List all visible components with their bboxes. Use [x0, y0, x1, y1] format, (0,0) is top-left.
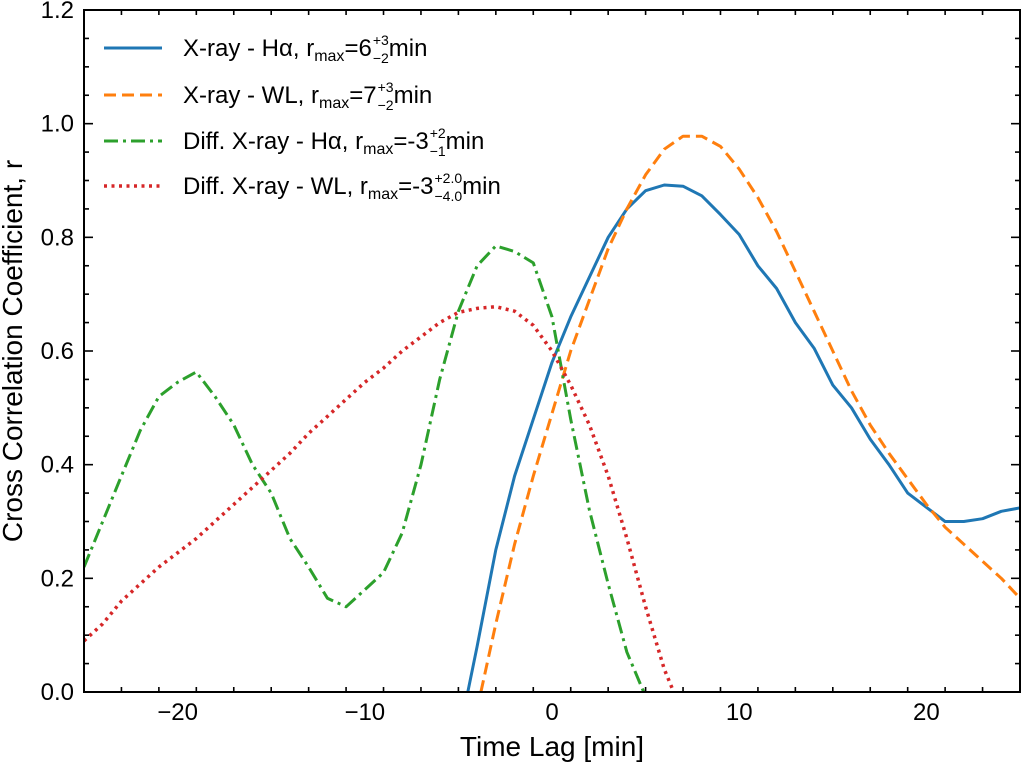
series-line-4: [84, 304, 676, 692]
legend-low-4: −4.0: [435, 188, 463, 204]
legend-suffix-2: min: [394, 82, 433, 109]
legend-low-2: −2: [378, 97, 394, 113]
legend-sup-2: +3: [378, 79, 394, 95]
x-tick-labels: −20 −10 0 10 20: [157, 699, 940, 726]
y-tick-label: 1.0: [41, 111, 74, 138]
ticks-layer: [83, 9, 1021, 693]
y-axis-label: Cross Correlation Coefficient, r: [0, 160, 28, 542]
y-tick-label: 0.8: [41, 224, 74, 251]
y-tick-label: 0.4: [41, 452, 74, 479]
series-line-2: [479, 134, 1020, 692]
legend-sup-3: +2: [430, 125, 446, 141]
legend-label-3: Diff. X-ray - Hα, rmax=-3: [183, 128, 429, 158]
legend-label-2: X-ray - WL, rmax=7: [183, 82, 377, 112]
legend-sup-4: +2.0: [435, 170, 463, 186]
y-tick-labels: 0.0 0.2 0.4 0.6 0.8 1.0 1.2: [41, 0, 74, 706]
x-tick-label: 10: [726, 699, 753, 726]
x-axis-label: Time Lag [min]: [460, 731, 644, 762]
series-line-1: [466, 183, 1020, 692]
x-tick-label: −10: [344, 699, 385, 726]
legend-suffix-4: min: [462, 173, 501, 200]
x-tick-label: 0: [545, 699, 558, 726]
legend-low-3: −1: [430, 143, 446, 159]
x-tick-label: 20: [913, 699, 940, 726]
legend-sup-1: +3: [373, 32, 389, 48]
series-line-3: [84, 244, 646, 692]
series-layer: [84, 134, 1020, 692]
y-tick-label: 0.2: [41, 565, 74, 592]
y-tick-label: 0.0: [41, 679, 74, 706]
x-tick-label: −20: [157, 699, 198, 726]
legend-suffix-3: min: [446, 128, 485, 155]
plot-frame: [83, 9, 1021, 693]
legend-label-4: Diff. X-ray - WL, rmax=-3: [183, 173, 434, 203]
y-tick-label: 1.2: [41, 0, 74, 24]
legend-label-1: X-ray - Hα, rmax=6: [183, 35, 372, 65]
y-tick-label: 0.6: [41, 338, 74, 365]
legend-suffix-1: min: [389, 35, 428, 62]
legend-low-1: −2: [373, 50, 389, 66]
